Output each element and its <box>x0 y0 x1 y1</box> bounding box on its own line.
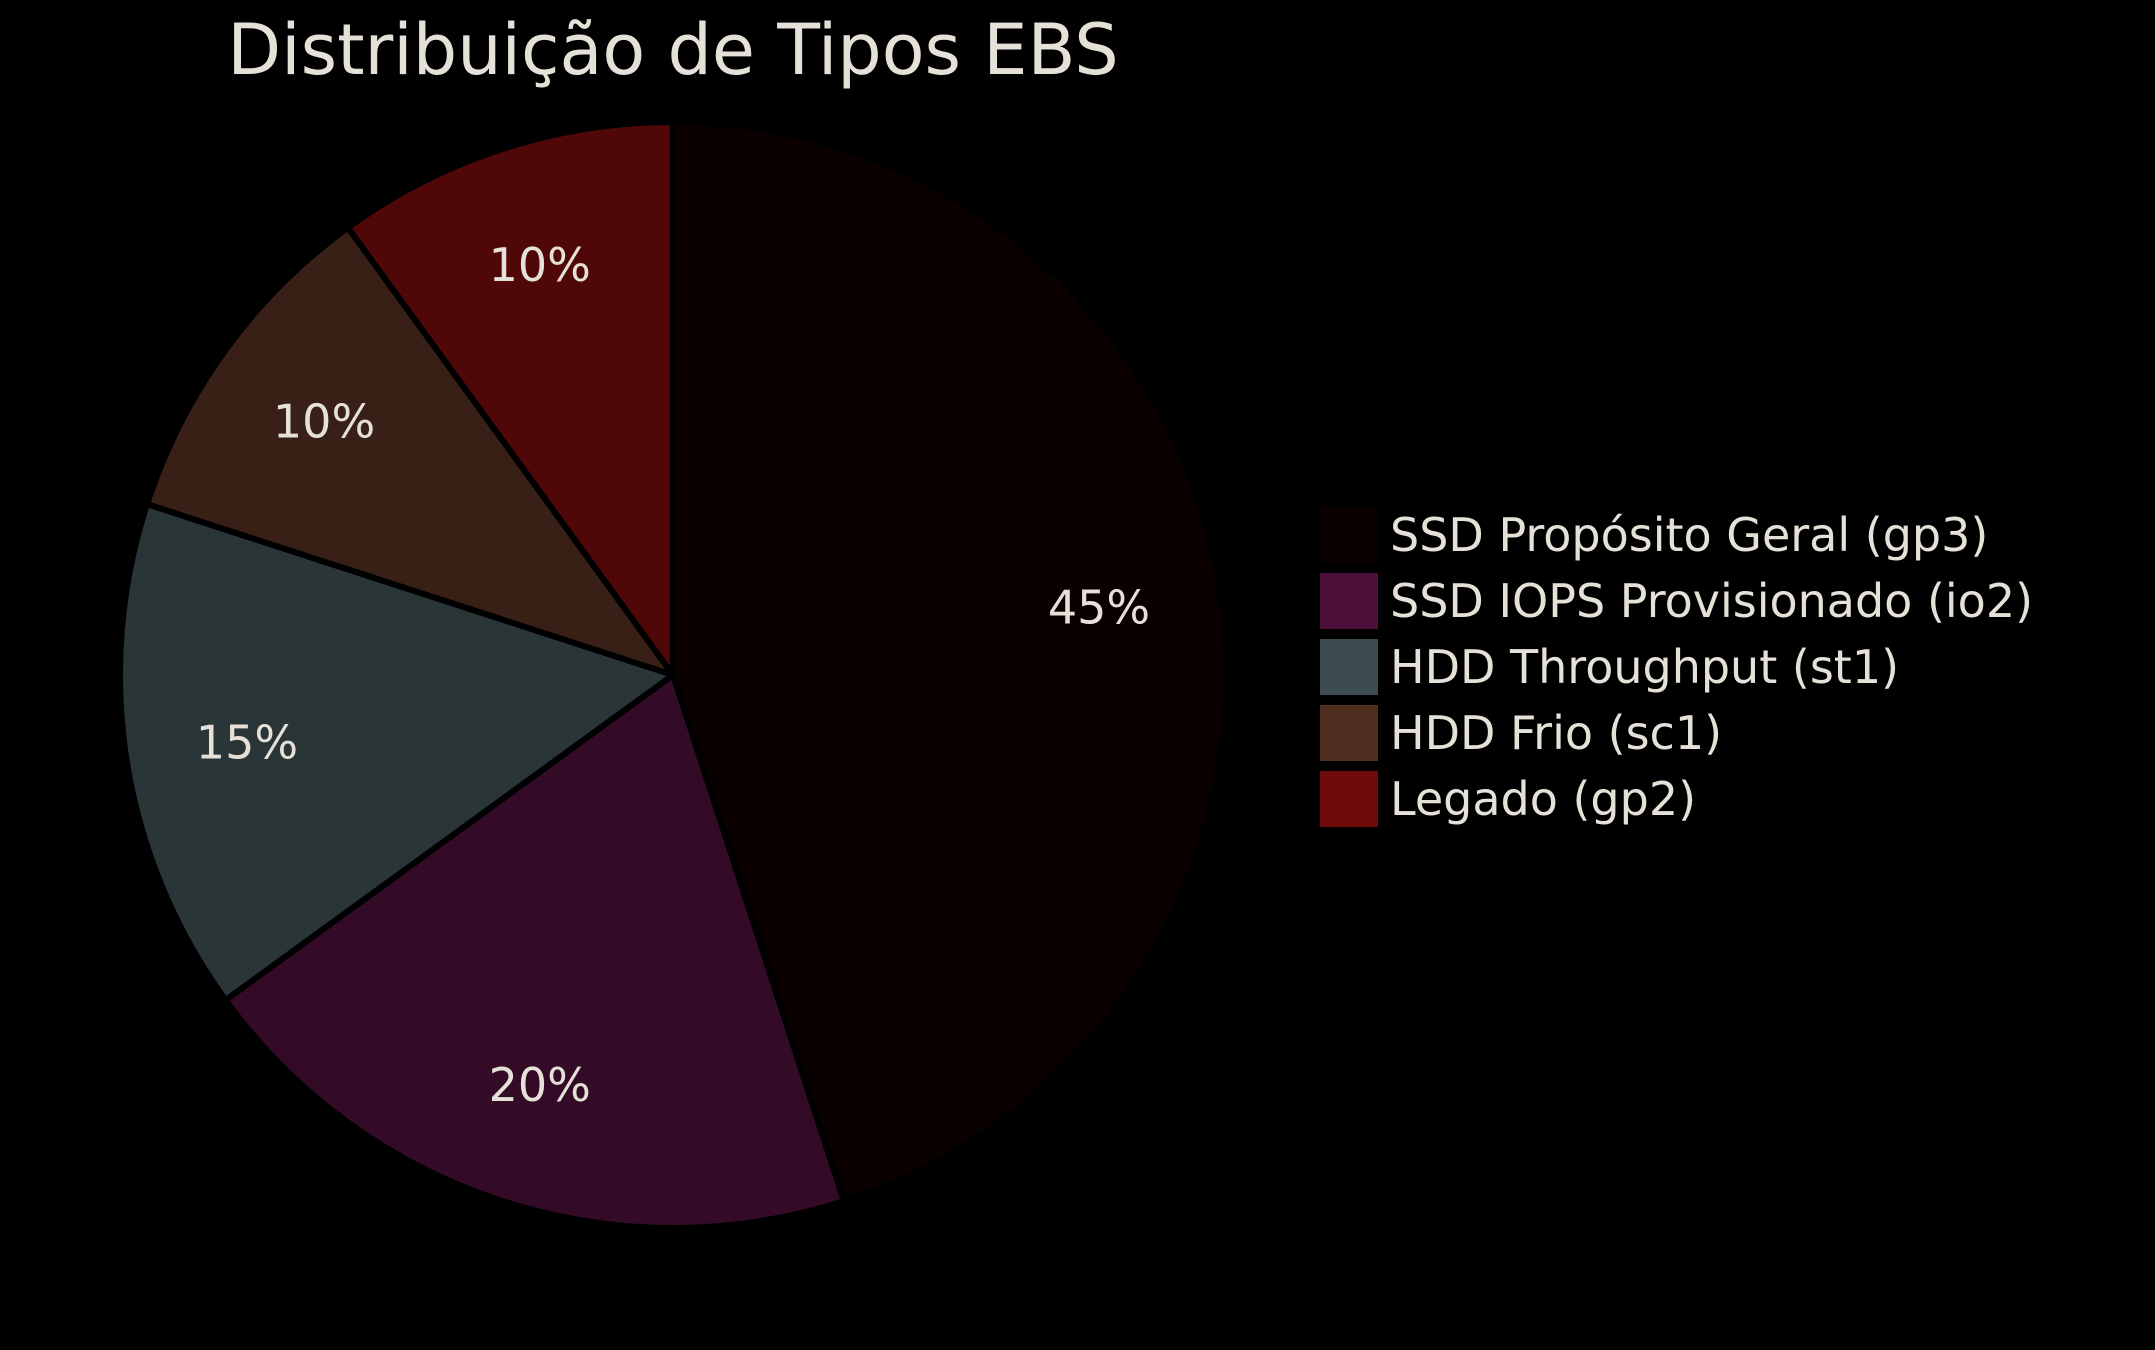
legend-item: HDD Frio (sc1) <box>1320 705 1722 761</box>
legend-swatch <box>1320 507 1378 563</box>
pie-slice-labels: 45% 20% 15% 10% 10% <box>196 238 1150 1112</box>
legend-label: HDD Frio (sc1) <box>1390 706 1722 760</box>
pie-slice <box>670 119 1229 1204</box>
chart-title: Distribuição de Tipos EBS <box>227 9 1118 91</box>
pie-slice-label: 10% <box>273 394 375 448</box>
pie-slice-label: 10% <box>489 238 591 292</box>
legend-swatch <box>1320 705 1378 761</box>
legend-label: HDD Throughput (st1) <box>1390 640 1899 694</box>
legend-label: Legado (gp2) <box>1390 772 1696 826</box>
legend: SSD Propósito Geral (gp3) SSD IOPS Provis… <box>1320 507 2033 827</box>
legend-item: Legado (gp2) <box>1320 771 1696 827</box>
pie-slice-label: 20% <box>489 1058 591 1112</box>
legend-item: SSD Propósito Geral (gp3) <box>1320 507 1988 563</box>
legend-swatch <box>1320 573 1378 629</box>
pie-slice <box>144 224 676 678</box>
pie-slice-label: 15% <box>196 715 298 769</box>
pie-slice <box>116 501 676 1004</box>
legend-label: SSD IOPS Provisionado (io2) <box>1390 574 2033 628</box>
pie-slice-label: 45% <box>1048 581 1150 635</box>
legend-label: SSD Propósito Geral (gp3) <box>1390 508 1988 562</box>
legend-swatch <box>1320 771 1378 827</box>
pie-slice <box>344 119 676 678</box>
legend-swatch <box>1320 639 1378 695</box>
pie-slice <box>222 672 847 1231</box>
legend-item: HDD Throughput (st1) <box>1320 639 1899 695</box>
pie-slices <box>116 119 1229 1231</box>
legend-item: SSD IOPS Provisionado (io2) <box>1320 573 2033 629</box>
